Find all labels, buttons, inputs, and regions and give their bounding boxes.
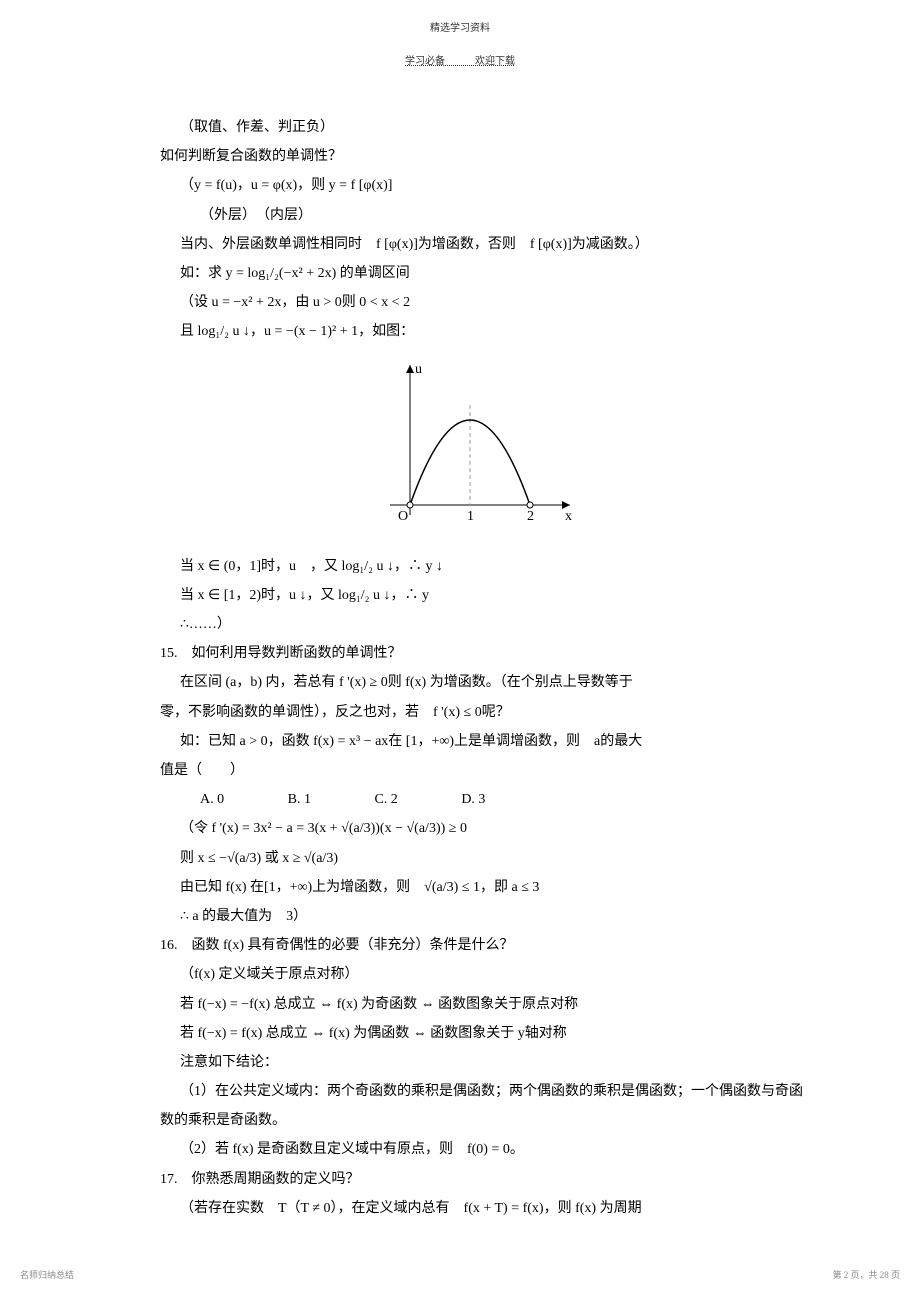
text-line: ∴……） — [160, 612, 780, 637]
answer-choices: A. 0 B. 1 C. 2 D. 3 — [160, 787, 780, 812]
math-line: 如：求 y = log₁/₂(−x² + 2x) 的单调区间 — [160, 261, 780, 286]
math-line: （令 f '(x) = 3x² − a = 3(x + √(a/3))(x − … — [160, 816, 780, 841]
text-line: （2）若 f(x) 是奇函数且定义域中有原点，则 f(0) = 0。 — [160, 1137, 780, 1162]
math-line: 若 f(−x) = f(x) 总成立 ⇔ f(x) 为偶函数 ⇔ 函数图象关于 … — [160, 1021, 780, 1046]
header-top: 精选学习资料 — [0, 0, 920, 38]
footer-right: 第 2 页，共 28 页 — [832, 1267, 900, 1283]
u-axis-label: u — [415, 362, 422, 377]
text-line: 在区间 (a，b) 内，若总有 f '(x) ≥ 0则 f(x) 为增函数。（在… — [160, 670, 780, 695]
text-line: 数的乘积是奇函数。 — [160, 1108, 780, 1133]
question-15: 15. 如何利用导数判断函数的单调性？ — [160, 641, 780, 666]
text-line: （取值、作差、判正负） — [160, 115, 780, 140]
math-line: 如：已知 a > 0，函数 f(x) = x³ − ax在 [1，+∞)上是单调… — [160, 729, 780, 754]
text-line: （外层） （内层） — [160, 203, 780, 228]
graph-svg: u O 1 2 x — [350, 355, 590, 535]
question-16: 16. 函数 f(x) 具有奇偶性的必要（非充分）条件是什么？ — [160, 933, 780, 958]
text-line: （f(x) 定义域关于原点对称） — [160, 962, 780, 987]
text-line: 当内、外层函数单调性相同时 f [φ(x)]为增函数，否则 f [φ(x)]为减… — [160, 232, 780, 257]
choice-c: C. 2 — [374, 787, 397, 812]
math-line: （y = f(u)，u = φ(x)，则 y = f [φ(x)] — [160, 173, 780, 198]
text-line: 零，不影响函数的单调性），反之也对，若 f '(x) ≤ 0呢？ — [160, 700, 780, 725]
math-line: 当 x ∈ [1，2)时，u ↓，又 log₁/₂ u ↓，∴ y — [160, 583, 780, 608]
text-line: 注意如下结论： — [160, 1050, 780, 1075]
main-content: （取值、作差、判正负） 如何判断复合函数的单调性？ （y = f(u)，u = … — [0, 71, 920, 1265]
x-axis-label: x — [565, 509, 572, 524]
text-line: （1）在公共定义域内：两个奇函数的乘积是偶函数；两个偶函数的乘积是偶函数；一个偶… — [160, 1079, 780, 1104]
origin-label: O — [398, 509, 408, 524]
math-line: 且 log₁/₂ u ↓，u = −(x − 1)² + 1，如图： — [160, 319, 780, 344]
math-line: （若存在实数 T（T ≠ 0），在定义域内总有 f(x + T) = f(x)，… — [160, 1196, 780, 1221]
question-17: 17. 你熟悉周期函数的定义吗？ — [160, 1167, 780, 1192]
tick-2: 2 — [527, 509, 534, 524]
math-line: 若 f(−x) = −f(x) 总成立 ⇔ f(x) 为奇函数 ⇔ 函数图象关于… — [160, 992, 780, 1017]
math-line: 由已知 f(x) 在[1，+∞)上为增函数，则 √(a/3) ≤ 1，即 a ≤… — [160, 875, 780, 900]
choice-d: D. 3 — [461, 787, 485, 812]
header-sub: 学习必备 欢迎下载 — [0, 38, 920, 71]
parabola-graph: u O 1 2 x — [160, 355, 780, 544]
choice-b: B. 1 — [288, 787, 311, 812]
math-line: 则 x ≤ −√(a/3) 或 x ≥ √(a/3) — [160, 846, 780, 871]
math-line: （设 u = −x² + 2x，由 u > 0则 0 < x < 2 — [160, 290, 780, 315]
text-line: ∴ a 的最大值为 3） — [160, 904, 780, 929]
text-line: 值是（ ） — [160, 758, 780, 783]
choice-a: A. 0 — [200, 787, 224, 812]
text-line: 如何判断复合函数的单调性？ — [160, 144, 780, 169]
math-line: 当 x ∈ (0，1]时，u ，又 log₁/₂ u ↓，∴ y ↓ — [160, 554, 780, 579]
footer-left: 名师归纳总结 — [20, 1267, 74, 1283]
tick-1: 1 — [467, 509, 474, 524]
